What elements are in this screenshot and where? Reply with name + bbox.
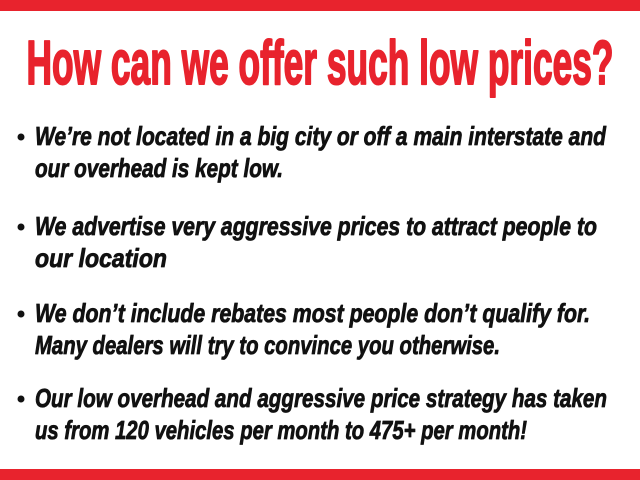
bullet-dot-icon bbox=[17, 223, 25, 231]
bullet-1-line-1: We’re not located in a big city or off a… bbox=[35, 121, 607, 151]
bullet-2-line-1: We advertise very aggressive prices to a… bbox=[35, 211, 597, 241]
bullet-3-line-1: We don’t include rebates most people don… bbox=[35, 298, 590, 328]
top-red-bar bbox=[0, 0, 640, 11]
bullet-dot-icon bbox=[17, 310, 25, 318]
bullet-dot-icon bbox=[17, 133, 25, 141]
bullet-dot-icon bbox=[17, 395, 25, 403]
bullet-1-line-2: our overhead is kept low. bbox=[35, 153, 283, 183]
bullet-4-line-1: Our low overhead and aggressive price st… bbox=[35, 383, 607, 413]
bullet-4-line-2: us from 120 vehicles per month to 475+ p… bbox=[35, 415, 527, 445]
page-title: How can we offer such low prices? bbox=[27, 29, 614, 98]
bullet-3-line-2: Many dealers will try to convince you ot… bbox=[35, 330, 500, 360]
bullet-2-line-2: our location bbox=[35, 243, 167, 273]
bottom-red-bar bbox=[0, 469, 640, 480]
